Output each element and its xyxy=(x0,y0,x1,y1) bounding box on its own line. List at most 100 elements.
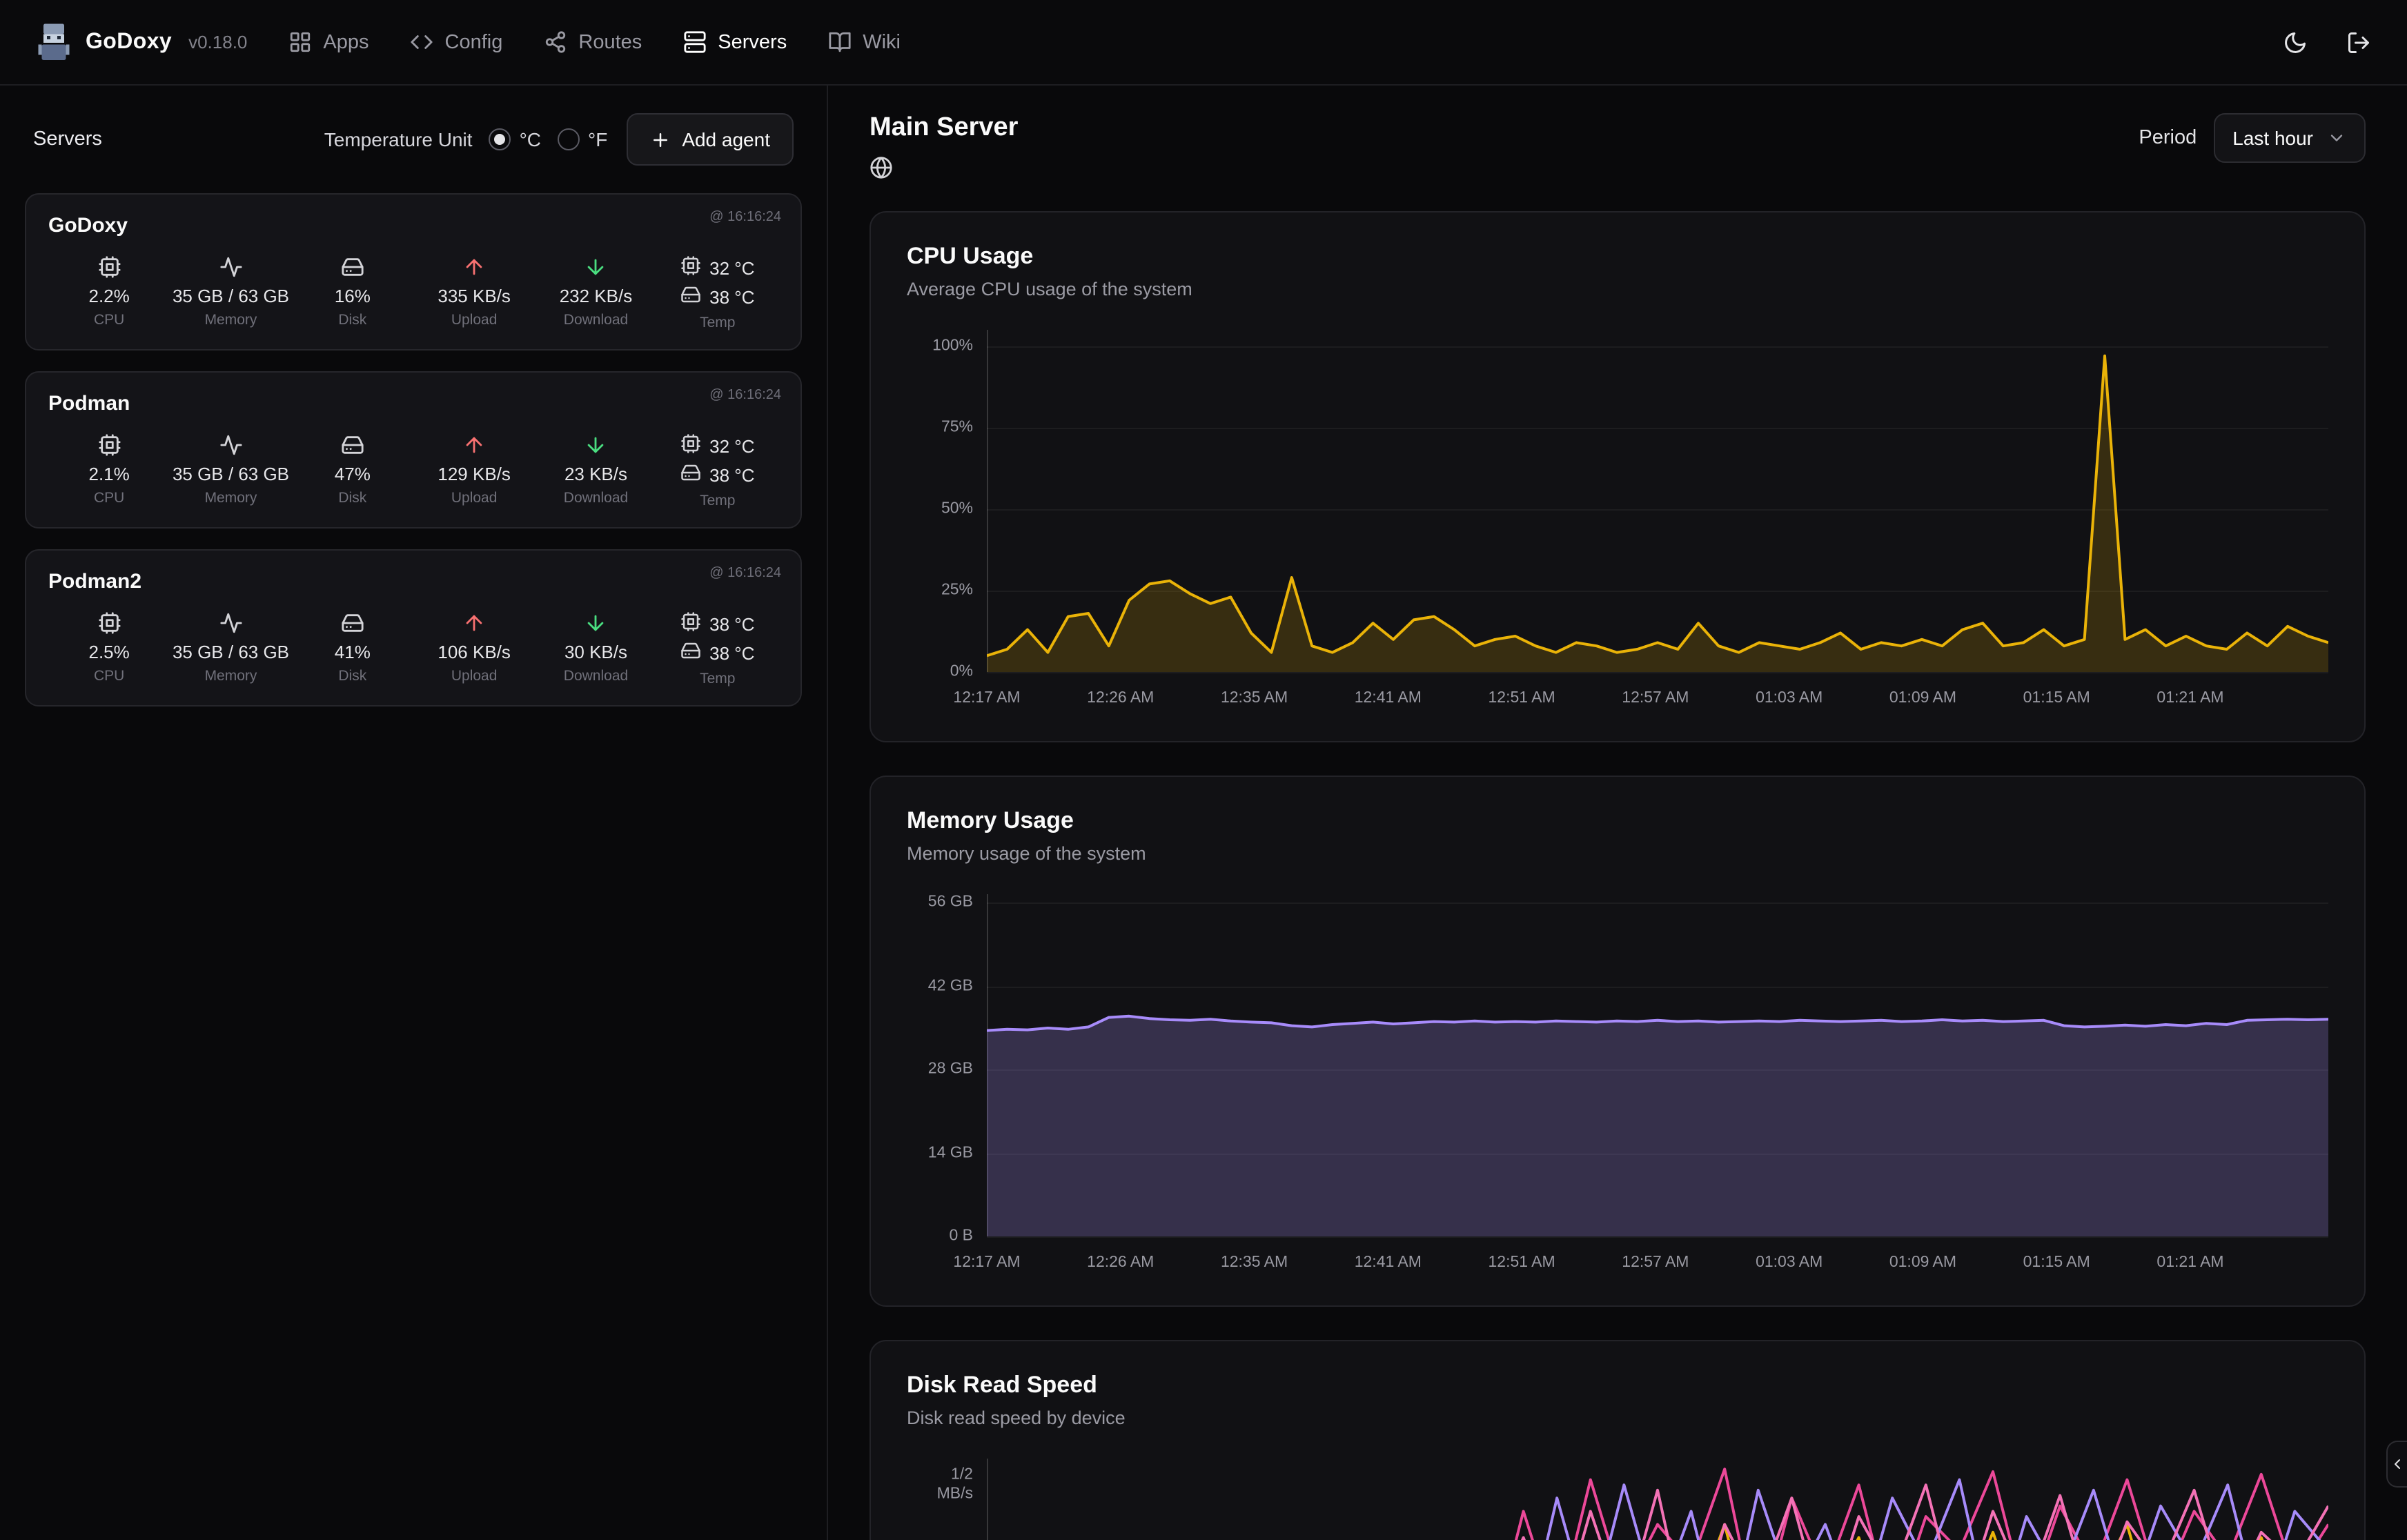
server-name: Podman xyxy=(48,392,130,415)
chevron-down-icon xyxy=(2327,128,2346,148)
chart-memory-usage: 56 GB 42 GB 28 GB 14 GB 0 B 12:17 AM 12:26 AM 1… xyxy=(907,894,2328,1283)
chart-subtitle: Memory usage of the system xyxy=(907,843,1146,864)
metric-cpu: 2.2% CPU xyxy=(48,255,170,331)
activity-icon xyxy=(219,255,242,280)
server-card-podman[interactable]: Podman @ 16:16:24 2.1% CPU 35 GB / 63 GB Memo… xyxy=(25,371,802,529)
nav-apps[interactable]: Apps xyxy=(288,30,369,54)
radio-fahrenheit[interactable]: °F xyxy=(558,128,607,150)
activity-icon xyxy=(219,433,242,458)
nav-config[interactable]: Config xyxy=(411,30,502,54)
temp-cpu-value: 38 °C xyxy=(709,613,755,634)
gridline xyxy=(987,1236,2328,1238)
arrow-down-icon xyxy=(584,433,607,458)
chart-plot xyxy=(987,330,2328,673)
metric-download-value: 23 KB/s xyxy=(564,464,627,484)
metric-upload-value: 129 KB/s xyxy=(438,464,511,484)
chart-subtitle: Average CPU usage of the system xyxy=(907,279,1192,299)
gridline xyxy=(987,346,2328,348)
metric-memory-value: 35 GB / 63 GB xyxy=(172,286,290,306)
radio-celsius-label: °C xyxy=(519,128,541,150)
x-tick-label: 12:26 AM xyxy=(1087,1254,1155,1271)
period-label: Period xyxy=(2139,127,2197,149)
x-tick-label: 01:21 AM xyxy=(2157,690,2224,707)
metric-disk-value: 41% xyxy=(334,642,371,662)
metric-disk: 47% Disk xyxy=(292,433,413,509)
arrow-down-icon xyxy=(584,611,607,636)
temperature-unit-control: Temperature Unit °C °F xyxy=(324,128,607,150)
period-select[interactable]: Last hour xyxy=(2213,113,2366,163)
radio-celsius-circle[interactable] xyxy=(489,128,511,150)
chart-line-series_2 xyxy=(1546,1478,2321,1540)
chart-line-memory_gb xyxy=(987,1014,2328,1032)
metric-download-label: Download xyxy=(563,312,629,328)
gridline xyxy=(987,590,2328,592)
radio-celsius[interactable]: °C xyxy=(489,128,541,150)
gridline xyxy=(987,1069,2328,1072)
moon-icon[interactable] xyxy=(2283,30,2308,55)
x-tick-label: 01:09 AM xyxy=(1889,1254,1957,1271)
cpu-icon xyxy=(97,433,121,458)
nav-servers[interactable]: Servers xyxy=(683,30,787,54)
chart-area-memory_gb xyxy=(987,1016,2328,1236)
metric-upload-label: Upload xyxy=(451,668,498,684)
cpu-icon xyxy=(680,611,701,636)
cpu-icon xyxy=(97,611,121,636)
temp-cpu: 38 °C xyxy=(680,611,754,636)
nav-routes[interactable]: Routes xyxy=(544,30,642,54)
radio-fahrenheit-label: °F xyxy=(588,128,608,150)
server-card-godoxy[interactable]: GoDoxy @ 16:16:24 2.2% CPU 35 GB / 63 GB Memo… xyxy=(25,193,802,351)
x-tick-label: 12:35 AM xyxy=(1220,1254,1288,1271)
y-tick-label: 28 GB xyxy=(927,1061,973,1078)
server-metrics: 2.5% CPU 35 GB / 63 GB Memory 41% Disk 106 KB/… xyxy=(48,611,778,687)
metric-upload: 335 KB/s Upload xyxy=(413,255,535,331)
x-tick-label: 12:35 AM xyxy=(1220,690,1288,707)
metric-disk-label: Disk xyxy=(338,312,367,328)
routes-icon xyxy=(544,30,567,54)
logout-icon[interactable] xyxy=(2346,30,2371,55)
add-agent-button[interactable]: Add agent xyxy=(627,113,794,166)
metric-memory-label: Memory xyxy=(204,668,257,684)
brand[interactable]: GoDoxy v0.18.0 xyxy=(36,21,247,63)
metric-download-label: Download xyxy=(563,668,629,684)
server-metrics: 2.2% CPU 35 GB / 63 GB Memory 16% Disk 335 KB/… xyxy=(48,255,778,331)
y-tick-label: 50% xyxy=(941,500,973,517)
x-tick-label: 01:03 AM xyxy=(1756,1254,1823,1271)
server-list: GoDoxy @ 16:16:24 2.2% CPU 35 GB / 63 GB Memo… xyxy=(25,193,802,707)
metric-memory: 35 GB / 63 GB Memory xyxy=(170,433,291,509)
chart-card-cpu-usage: CPU Usage Average CPU usage of the system… xyxy=(870,211,2366,742)
y-tick-label: 42 GB xyxy=(927,978,973,995)
temp-disk-value: 38 °C xyxy=(709,286,755,307)
nav-servers-label: Servers xyxy=(718,31,787,53)
metric-memory: 35 GB / 63 GB Memory xyxy=(170,255,291,331)
topbar-actions xyxy=(2283,30,2371,55)
metric-memory-label: Memory xyxy=(204,490,257,506)
metric-upload-label: Upload xyxy=(451,312,498,328)
drive-icon xyxy=(341,255,364,280)
metric-upload-value: 335 KB/s xyxy=(438,286,511,306)
brand-name: GoDoxy xyxy=(86,30,173,53)
cpu-icon xyxy=(680,255,701,280)
metric-upload-value: 106 KB/s xyxy=(438,642,511,662)
edge-collapse-tab[interactable] xyxy=(2386,1441,2407,1488)
metric-cpu-label: CPU xyxy=(93,490,125,506)
charts-container: CPU Usage Average CPU usage of the system… xyxy=(870,211,2366,1540)
metric-cpu-label: CPU xyxy=(93,312,125,328)
globe-icon[interactable] xyxy=(870,156,893,179)
temperature-unit-label: Temperature Unit xyxy=(324,128,473,150)
x-tick-label: 01:21 AM xyxy=(2157,1254,2224,1271)
main-panel: Main Server Period Last hour CPU Usage Av… xyxy=(828,86,2407,1540)
metric-memory-label: Memory xyxy=(204,312,257,328)
server-card-podman2[interactable]: Podman2 @ 16:16:24 2.5% CPU 35 GB / 63 GB Mem… xyxy=(25,549,802,707)
metric-disk: 41% Disk xyxy=(292,611,413,687)
arrow-up-icon xyxy=(462,255,486,280)
metric-disk-value: 47% xyxy=(334,464,371,484)
chart-title: Memory Usage xyxy=(907,807,1074,833)
metric-disk-value: 16% xyxy=(334,286,371,306)
metric-download-value: 30 KB/s xyxy=(564,642,627,662)
plus-icon xyxy=(650,129,671,150)
nav-wiki[interactable]: Wiki xyxy=(828,30,901,54)
radio-fahrenheit-circle[interactable] xyxy=(558,128,580,150)
y-tick-label: 75% xyxy=(941,419,973,436)
y-tick-label: 0% xyxy=(950,663,973,680)
